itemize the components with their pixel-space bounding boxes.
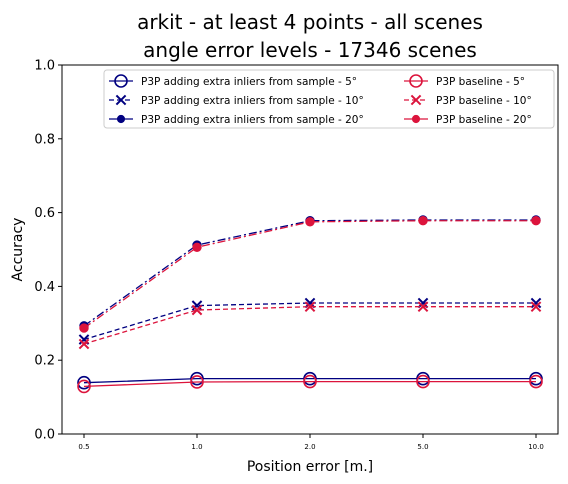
- legend-marker: [115, 94, 127, 106]
- data-point: [416, 374, 430, 389]
- legend-box: [103, 69, 555, 129]
- data-point: [191, 304, 203, 316]
- legend-label: P3P baseline - 10°: [436, 95, 532, 107]
- data-point: [77, 375, 91, 390]
- x-tick-label: 2.0: [304, 443, 315, 451]
- data-point: [190, 375, 204, 389]
- marker-x-stroke: [530, 301, 542, 313]
- series-5: [78, 301, 542, 350]
- x-tick-label: 10.0: [528, 443, 544, 451]
- legend: P3P adding extra inliers from sample - 5…: [103, 69, 555, 129]
- y-tick-label: 0.4: [34, 280, 55, 295]
- legend-label: P3P adding extra inliers from sample - 2…: [141, 114, 364, 126]
- legend-marker: [411, 114, 421, 124]
- data-point: [305, 217, 315, 227]
- legend-marker: [409, 74, 423, 88]
- series-line: [83, 220, 536, 329]
- marker-x-stroke: [78, 338, 90, 350]
- legend-label: P3P baseline - 5°: [436, 76, 525, 88]
- legend-marker: [114, 74, 128, 88]
- data-point: [190, 371, 204, 386]
- x-tick-label: 0.5: [78, 443, 89, 451]
- legend-marker: [116, 114, 126, 124]
- legend-item: P3P adding extra inliers from sample - 1…: [109, 94, 364, 107]
- data-point: [529, 374, 543, 389]
- marker-x-stroke: [417, 301, 429, 313]
- y-tick-label: 0.6: [34, 206, 55, 221]
- series-line: [83, 219, 536, 327]
- marker-x-stroke: [304, 297, 316, 309]
- series-layer: [77, 215, 543, 394]
- series-line: [83, 380, 536, 388]
- legend-item: P3P baseline - 10°: [404, 94, 532, 107]
- data-point: [77, 379, 91, 394]
- marker-x-stroke: [78, 334, 90, 345]
- data-point: [417, 301, 429, 313]
- data-point: [191, 300, 203, 311]
- data-point: [303, 374, 317, 389]
- legend-item: P3P baseline - 20°: [404, 114, 532, 126]
- y-tick-label: 0.2: [34, 354, 55, 369]
- y-tick-label: 0.8: [34, 132, 55, 147]
- data-point: [418, 216, 428, 226]
- legend-item: P3P adding extra inliers from sample - 2…: [109, 114, 364, 126]
- series-line: [83, 377, 536, 384]
- data-point: [192, 242, 202, 252]
- x-axis-label: Position error [m.]: [247, 459, 373, 475]
- legend-label: P3P adding extra inliers from sample - 1…: [141, 95, 364, 107]
- marker-x-stroke: [410, 94, 422, 106]
- legend-label: P3P adding extra inliers from sample - 5…: [141, 76, 357, 88]
- x-tick-label: 1.0: [191, 443, 202, 451]
- chart-title-line-1: arkit - at least 4 points - all scenes: [137, 10, 483, 34]
- chart-title-line-2: angle error levels - 17346 scenes: [143, 38, 477, 62]
- plot-frame: [61, 64, 559, 435]
- y-axis-label: Accuracy: [10, 218, 26, 282]
- x-axis: 0.5 1.0 2.0 5.0 10.0: [78, 434, 544, 451]
- data-point: [79, 323, 89, 333]
- marker-x-stroke: [191, 304, 203, 316]
- data-point: [304, 301, 316, 313]
- marker-x-stroke: [304, 301, 316, 313]
- data-point: [530, 301, 542, 313]
- marker-x-stroke: [530, 297, 542, 309]
- legend-label: P3P baseline - 20°: [436, 114, 532, 126]
- data-point: [530, 297, 542, 309]
- y-tick-label: 1.0: [34, 59, 55, 74]
- y-axis: 0.0 0.2 0.4 0.6 0.8 1.0: [34, 59, 62, 443]
- data-point: [531, 216, 541, 226]
- legend-item: P3P baseline - 5°: [404, 74, 525, 88]
- x-tick-label: 5.0: [417, 443, 428, 451]
- series-4: [77, 374, 543, 394]
- series-6: [79, 216, 541, 333]
- legend-marker: [410, 94, 422, 106]
- legend-item: P3P adding extra inliers from sample - 5…: [109, 74, 357, 88]
- chart-title: arkit - at least 4 points - all scenes a…: [137, 10, 483, 62]
- y-tick-label: 0.0: [34, 428, 55, 443]
- marker-x-stroke: [115, 94, 127, 106]
- marker-x-stroke: [191, 300, 203, 311]
- data-point: [78, 338, 90, 350]
